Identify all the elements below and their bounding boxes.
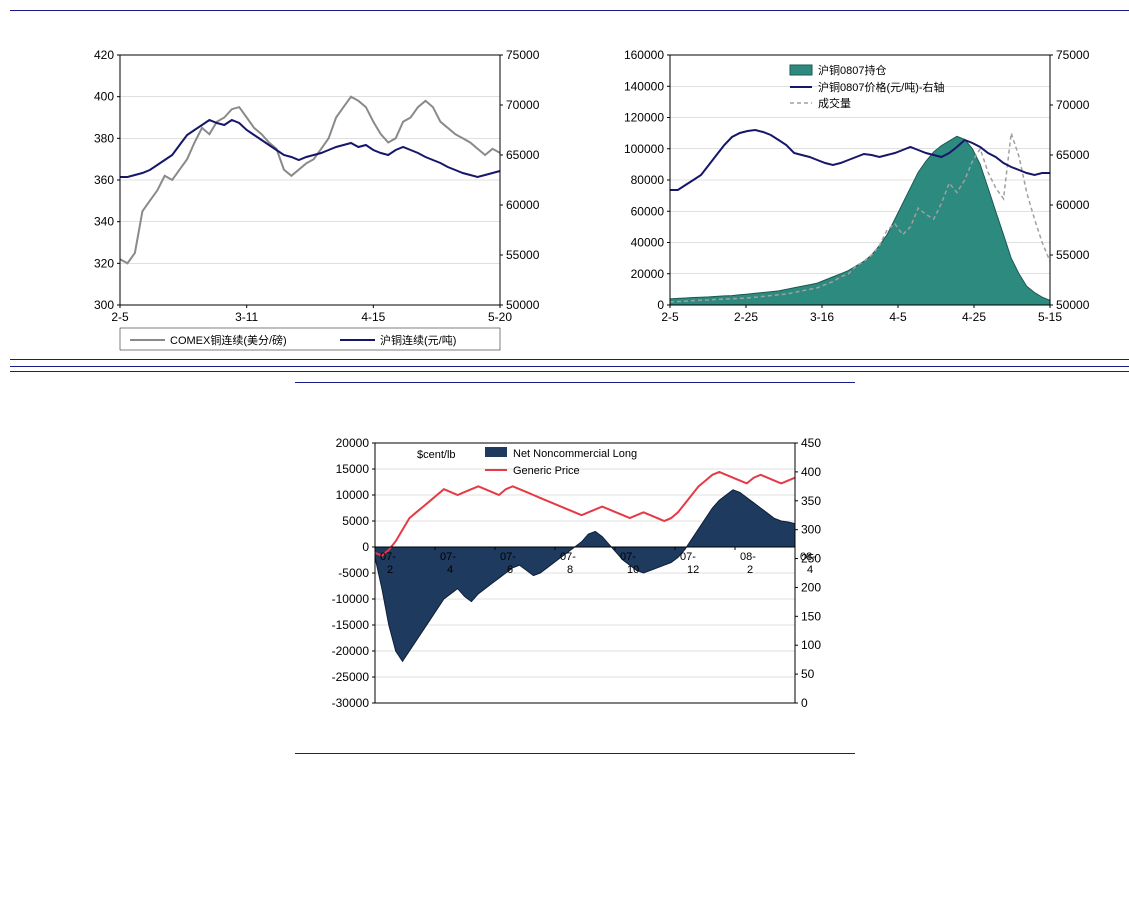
svg-text:08-: 08- xyxy=(800,551,816,563)
svg-text:140000: 140000 xyxy=(623,79,663,93)
svg-text:10: 10 xyxy=(627,564,639,576)
svg-text:成交量: 成交量 xyxy=(818,96,851,110)
svg-text:8: 8 xyxy=(567,564,573,576)
svg-text:75000: 75000 xyxy=(506,48,540,62)
svg-text:07-: 07- xyxy=(680,551,696,563)
svg-text:75000: 75000 xyxy=(1056,48,1090,62)
svg-text:400: 400 xyxy=(801,465,821,479)
svg-text:70000: 70000 xyxy=(506,98,540,112)
svg-text:5000: 5000 xyxy=(342,514,369,528)
svg-text:4-25: 4-25 xyxy=(961,310,985,324)
svg-text:120000: 120000 xyxy=(623,111,663,125)
svg-text:2-5: 2-5 xyxy=(111,310,129,324)
svg-text:60000: 60000 xyxy=(506,198,540,212)
svg-text:-15000: -15000 xyxy=(331,618,369,632)
svg-text:沪铜0807持仓: 沪铜0807持仓 xyxy=(818,63,886,77)
svg-text:320: 320 xyxy=(93,256,113,270)
svg-text:55000: 55000 xyxy=(506,248,540,262)
svg-text:450: 450 xyxy=(801,436,821,450)
svg-text:350: 350 xyxy=(801,494,821,508)
svg-text:40000: 40000 xyxy=(630,236,664,250)
svg-text:07-: 07- xyxy=(620,551,636,563)
svg-text:420: 420 xyxy=(93,48,113,62)
panel-chart2: 0200004000060000800001000001200001400001… xyxy=(590,15,1110,355)
svg-text:3-11: 3-11 xyxy=(235,310,258,324)
svg-text:4: 4 xyxy=(807,564,813,576)
svg-text:2-5: 2-5 xyxy=(661,310,679,324)
svg-text:2: 2 xyxy=(747,564,753,576)
svg-text:160000: 160000 xyxy=(623,48,663,62)
svg-text:07-: 07- xyxy=(440,551,456,563)
svg-text:200: 200 xyxy=(801,580,821,594)
svg-text:沪铜0807价格(元/吨)-右轴: 沪铜0807价格(元/吨)-右轴 xyxy=(818,80,945,94)
svg-text:12: 12 xyxy=(687,564,699,576)
svg-text:-5000: -5000 xyxy=(338,566,369,580)
svg-text:6: 6 xyxy=(507,564,513,576)
svg-text:70000: 70000 xyxy=(1056,98,1090,112)
svg-text:沪铜连续(元/吨): 沪铜连续(元/吨) xyxy=(380,333,456,347)
svg-text:-10000: -10000 xyxy=(331,592,369,606)
svg-text:2-25: 2-25 xyxy=(733,310,757,324)
svg-text:65000: 65000 xyxy=(506,148,540,162)
svg-text:COMEX铜连续(美分/磅): COMEX铜连续(美分/磅) xyxy=(170,333,287,347)
svg-text:08-: 08- xyxy=(740,551,756,563)
svg-text:0: 0 xyxy=(362,540,369,554)
svg-text:15000: 15000 xyxy=(335,462,369,476)
svg-text:5-15: 5-15 xyxy=(1037,310,1061,324)
svg-text:07-: 07- xyxy=(380,551,396,563)
svg-text:20000: 20000 xyxy=(335,436,369,450)
svg-text:3-16: 3-16 xyxy=(809,310,833,324)
svg-text:400: 400 xyxy=(93,90,113,104)
svg-text:4-15: 4-15 xyxy=(361,310,385,324)
svg-text:5-20: 5-20 xyxy=(487,310,511,324)
svg-text:55000: 55000 xyxy=(1056,248,1090,262)
chart-net-noncommercial: -30000-25000-20000-15000-10000-500005000… xyxy=(295,403,855,743)
svg-text:60000: 60000 xyxy=(1056,198,1090,212)
svg-text:4: 4 xyxy=(447,564,453,576)
svg-text:60000: 60000 xyxy=(630,204,664,218)
panel-chart1: 3003203403603804004205000055000600006500… xyxy=(40,15,560,355)
svg-text:150: 150 xyxy=(801,609,821,623)
svg-text:07-: 07- xyxy=(500,551,516,563)
svg-text:50: 50 xyxy=(801,667,815,681)
svg-text:$cent/lb: $cent/lb xyxy=(417,449,456,461)
svg-text:Generic Price: Generic Price xyxy=(513,465,580,477)
svg-text:0: 0 xyxy=(801,696,808,710)
svg-text:100000: 100000 xyxy=(623,142,663,156)
svg-text:-20000: -20000 xyxy=(331,644,369,658)
svg-text:2: 2 xyxy=(387,564,393,576)
svg-text:07-: 07- xyxy=(560,551,576,563)
svg-text:-25000: -25000 xyxy=(331,670,369,684)
svg-text:4-5: 4-5 xyxy=(889,310,907,324)
svg-text:340: 340 xyxy=(93,215,113,229)
svg-text:80000: 80000 xyxy=(630,173,664,187)
svg-text:380: 380 xyxy=(93,131,113,145)
svg-text:Net Noncommercial Long: Net Noncommercial Long xyxy=(513,448,637,460)
svg-text:65000: 65000 xyxy=(1056,148,1090,162)
svg-text:300: 300 xyxy=(801,523,821,537)
svg-text:360: 360 xyxy=(93,173,113,187)
panel-chart3: -30000-25000-20000-15000-10000-500005000… xyxy=(295,403,855,743)
svg-text:20000: 20000 xyxy=(630,267,664,281)
chart-shfe-0807: 0200004000060000800001000001200001400001… xyxy=(590,15,1110,355)
chart-comex-vs-shfe: 3003203403603804004205000055000600006500… xyxy=(40,15,560,355)
svg-text:100: 100 xyxy=(801,638,821,652)
svg-text:10000: 10000 xyxy=(335,488,369,502)
svg-text:-30000: -30000 xyxy=(331,696,369,710)
